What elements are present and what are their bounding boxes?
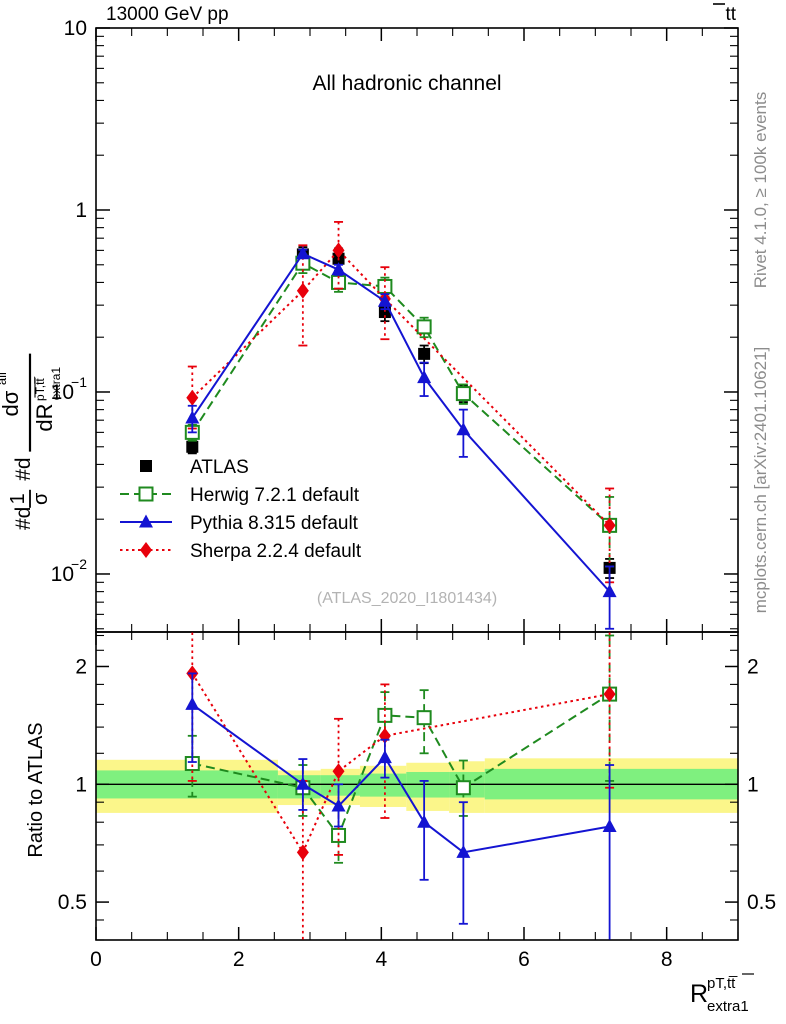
ylabel-hash-d2: #d (12, 457, 35, 480)
data-point (418, 347, 431, 360)
y-tick-label: 1 (75, 199, 87, 222)
band-inner (359, 773, 407, 797)
y-tick-label: 10 (51, 563, 74, 586)
legend-item-sherpa[interactable]: Sherpa 2.2.4 default (120, 541, 362, 562)
data-point (295, 246, 310, 260)
x-axis-label: RpT,tt̅ extra1 (690, 973, 754, 1015)
x-tick-label: 6 (518, 948, 530, 971)
svg-text:σ: σ (30, 492, 52, 505)
rivet-version-label: Rivet 4.1.0, ≥ 100k events (751, 92, 770, 288)
data-point (603, 686, 616, 703)
y-tick-exponent: −2 (71, 556, 87, 572)
ratio-axis-ticks (96, 634, 738, 941)
legend-marker (139, 514, 153, 528)
data-point (332, 763, 345, 780)
svg-text:1: 1 (7, 493, 29, 504)
svg-text:all: all (0, 372, 9, 385)
ratio-uncertainty-bands (96, 758, 738, 813)
data-point (417, 370, 432, 384)
legend-marker (138, 486, 154, 502)
legend: ATLAS Herwig 7.2.1 default Pythia 8.315 de… (120, 457, 362, 562)
data-point (455, 780, 471, 796)
mcplots-reference-label: mcplots.cern.ch [arXiv:2401.10621] (751, 347, 770, 613)
x-tick-label: 4 (375, 948, 387, 971)
series-line (191, 248, 611, 527)
data-point (185, 410, 200, 424)
data-point (456, 844, 471, 858)
data-point (186, 440, 199, 453)
svg-text:extra1: extra1 (49, 367, 63, 401)
data-point (295, 776, 310, 790)
legend-marker (140, 542, 152, 558)
ratio-axis-label: Ratio to ATLAS (25, 722, 47, 857)
ratio-tick-label-right: 1 (747, 773, 759, 796)
svg-text:dσ: dσ (0, 390, 23, 416)
data-point (603, 517, 616, 534)
svg-text:tt: tt (725, 4, 736, 25)
x-tick-label: 0 (90, 948, 102, 971)
panel-title: All hadronic channel (312, 72, 501, 95)
y-tick-label: 10 (51, 381, 74, 404)
data-point (296, 282, 309, 299)
data-point (602, 819, 617, 833)
series-line (191, 672, 610, 855)
data-point (296, 844, 309, 861)
ratio-tick-label-left: 1 (75, 773, 87, 796)
data-point (602, 584, 617, 598)
svg-text:R: R (690, 980, 708, 1008)
legend-label: Herwig 7.2.1 default (190, 485, 360, 506)
x-axis-ticks (95, 28, 739, 940)
data-point (377, 750, 392, 764)
ylabel-fraction: dσ all dR pT,tt̅ extra1 (0, 353, 63, 452)
data-point (416, 319, 432, 335)
data-point (377, 293, 392, 307)
data-point (186, 389, 199, 406)
svg-text:extra1: extra1 (707, 998, 749, 1015)
ratio-tick-label-left: 2 (75, 655, 87, 678)
beam-energy-label: 13000 GeV pp (106, 4, 229, 25)
legend-label: Sherpa 2.2.4 default (190, 541, 362, 562)
ratio-tick-label-right: 2 (747, 655, 759, 678)
ratio-y-ticklabels: 2 2 1 1 0.5 0.5 (58, 655, 776, 914)
legend-label: ATLAS (190, 457, 249, 478)
main-series-pythia (185, 246, 617, 630)
data-point (332, 242, 345, 259)
svg-text:dR: dR (32, 404, 57, 432)
data-point (331, 262, 346, 276)
main-axis-ticks (96, 27, 738, 630)
data-point (416, 710, 432, 726)
legend-item-atlas[interactable]: ATLAS (140, 457, 249, 478)
data-point (455, 386, 471, 402)
svg-text:pT,tt̅: pT,tt̅ (33, 376, 47, 401)
x-tick-label: 8 (661, 948, 673, 971)
process-label: tt (713, 3, 737, 25)
legend-label: Pythia 8.315 default (190, 513, 359, 534)
data-point (331, 798, 346, 812)
ratio-series-pythia (185, 672, 617, 940)
x-tick-label: 2 (233, 948, 245, 971)
legend-item-pythia[interactable]: Pythia 8.315 default (120, 513, 359, 534)
data-point (456, 422, 471, 436)
data-point (185, 696, 200, 710)
legend-marker (140, 460, 152, 472)
y-tick-exponent: −1 (71, 374, 87, 390)
data-point (417, 814, 432, 828)
y-tick-label: 10 (64, 17, 87, 40)
x-ticklabels: 0 2 4 6 8 (90, 948, 672, 971)
analysis-id-watermark: (ATLAS_2020_I1801434) (317, 590, 497, 607)
ratio-tick-label-right: 0.5 (747, 891, 776, 914)
svg-text:pT,tt̅: pT,tt̅ (707, 975, 738, 992)
ylabel-hash-d: #d (12, 507, 35, 530)
ratio-tick-label-left: 0.5 (58, 891, 87, 914)
legend-item-herwig[interactable]: Herwig 7.2.1 default (120, 485, 360, 506)
ratio-series-herwig (184, 634, 618, 864)
